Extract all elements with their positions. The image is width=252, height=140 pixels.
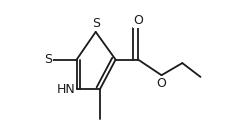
Text: S: S <box>44 53 52 66</box>
Text: O: O <box>156 77 167 90</box>
Text: O: O <box>133 14 143 27</box>
Text: S: S <box>92 18 100 31</box>
Text: HN: HN <box>57 83 76 96</box>
